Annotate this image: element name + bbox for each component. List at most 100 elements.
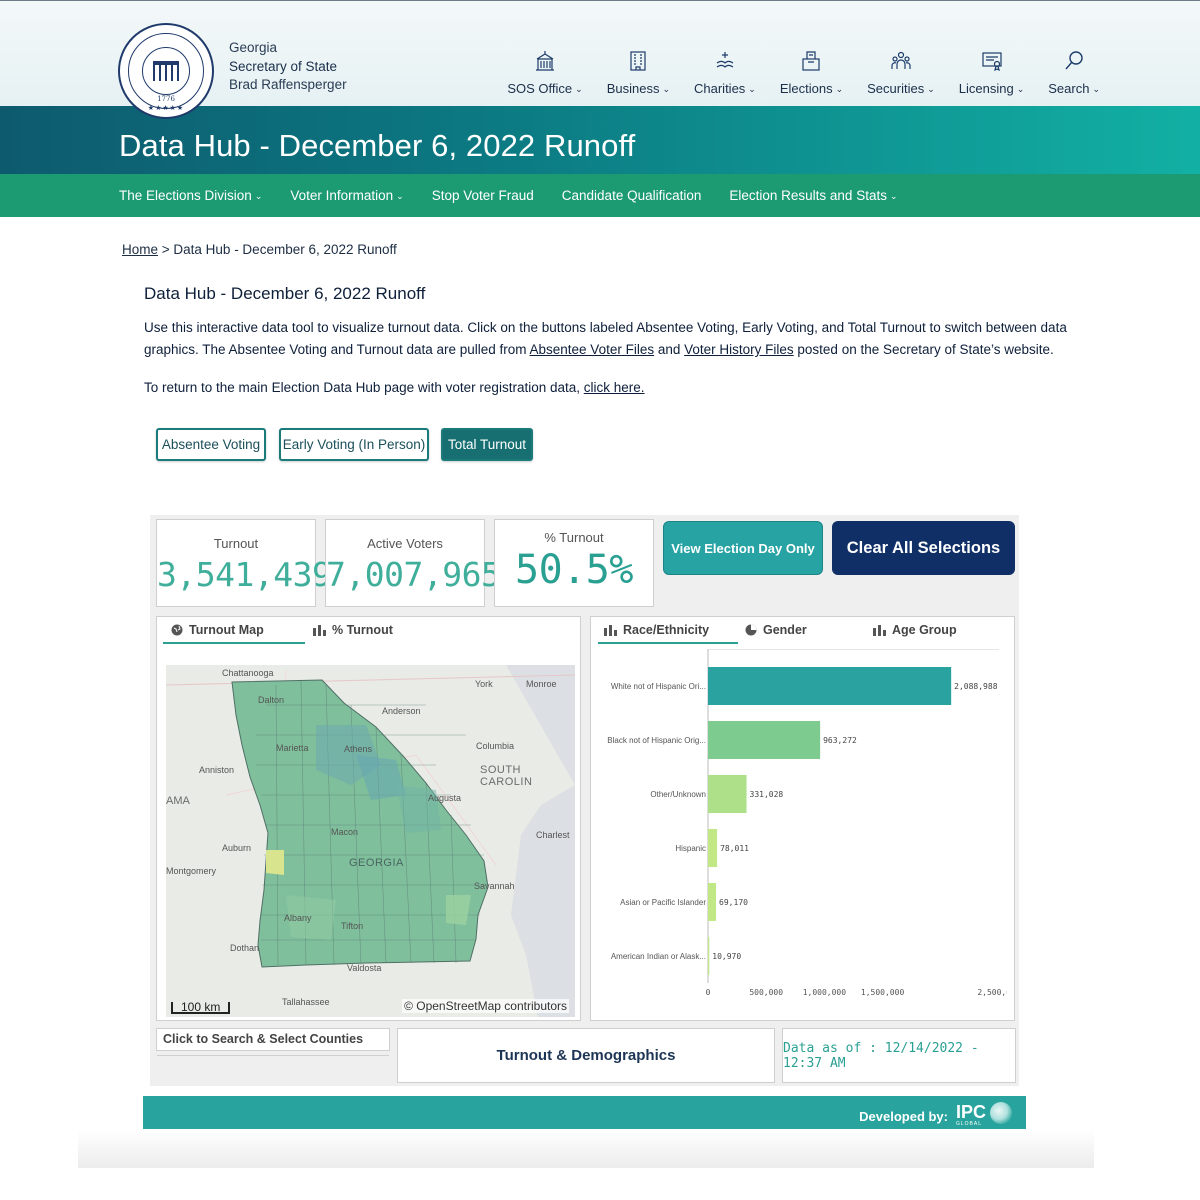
seal-arch: [142, 47, 190, 95]
state-seal-logo[interactable]: 1776 ★★★★★: [118, 23, 214, 119]
active-tab-underline: [163, 642, 305, 644]
kpi-value: 3,541,439: [157, 555, 332, 594]
category-label: Asian or Pacific Islander: [620, 898, 706, 907]
bar[interactable]: [708, 721, 821, 759]
map-label-savannah: Savannah: [474, 881, 515, 891]
chevron-down-icon: ⌄: [1092, 84, 1100, 94]
absentee-files-link[interactable]: Absentee Voter Files: [529, 342, 655, 357]
intro-paragraph: Use this interactive data tool to visual…: [144, 320, 1067, 357]
bar[interactable]: [708, 883, 717, 921]
click-here-link[interactable]: click here.: [583, 380, 645, 395]
x-tick-label: 2,500,000: [977, 988, 1007, 997]
topnav-licensing[interactable]: Licensing ⌄: [959, 49, 1024, 96]
view-election-day-button[interactable]: View Election Day Only: [663, 521, 823, 575]
breadcrumb-separator: >: [158, 242, 174, 257]
brand-state: Georgia: [229, 40, 278, 55]
nav-elections-division[interactable]: The Elections Division ⌄: [119, 188, 263, 203]
map-label-albany: Albany: [284, 913, 312, 923]
map-label-auburn: Auburn: [222, 843, 252, 853]
map-label-montgomery: Montgomery: [166, 866, 217, 876]
tab-race-ethnicity[interactable]: Race/Ethnicity: [604, 623, 709, 637]
developed-by-label: Developed by:: [859, 1109, 948, 1124]
section-title: Turnout & Demographics: [397, 1028, 775, 1083]
map-label-south-carolina: SOUTH CAROLIN: [480, 764, 533, 788]
map-label-anniston: Anniston: [199, 765, 235, 775]
return-paragraph: To return to the main Election Data Hub …: [144, 380, 645, 395]
brand-office: Secretary of State: [229, 58, 338, 74]
map-label-dalton: Dalton: [258, 695, 285, 705]
absentee-voting-button[interactable]: Absentee Voting: [156, 428, 266, 461]
kpi-value: 7,007,965: [326, 555, 501, 594]
kpi-percent-turnout: % Turnout 50.5%: [494, 519, 654, 607]
clear-selections-button[interactable]: Clear All Selections: [832, 521, 1015, 575]
topnav-sos-office[interactable]: SOS Office ⌄: [507, 49, 583, 96]
nav-stop-voter-fraud[interactable]: Stop Voter Fraud: [431, 188, 534, 203]
data-label: 69,170: [719, 898, 748, 907]
map-label-tallahassee: Tallahassee: [282, 997, 330, 1007]
topnav-label: SOS Office: [507, 81, 573, 96]
tab-gender[interactable]: Gender: [745, 623, 807, 637]
category-label: Hispanic: [675, 844, 706, 853]
map-panel: Turnout Map % Turnout: [156, 616, 581, 1021]
topnav-label: Securities: [867, 81, 925, 96]
total-turnout-button[interactable]: Total Turnout: [441, 428, 533, 461]
topnav-label: Business: [606, 81, 660, 96]
tab-turnout-map[interactable]: Turnout Map: [171, 623, 264, 637]
x-tick-label: 0: [706, 988, 711, 997]
breadcrumb-home-link[interactable]: Home: [122, 242, 159, 257]
voter-history-link[interactable]: Voter History Files: [684, 342, 794, 357]
nav-candidate-qualification[interactable]: Candidate Qualification: [561, 188, 702, 203]
topnav-securities[interactable]: Securities ⌄: [867, 49, 935, 96]
tab-percent-turnout[interactable]: % Turnout: [313, 623, 393, 637]
bar-chart-icon: [873, 625, 886, 636]
brand-text[interactable]: Georgia Secretary of State Brad Raffensp…: [229, 39, 347, 95]
topnav-charities[interactable]: Charities ⌄: [694, 49, 756, 96]
ipc-logo-sub: GLOBAL: [955, 1121, 982, 1127]
race-ethnicity-chart[interactable]: White not of Hispanic Ori... 2,088,988 Bla…: [599, 649, 1007, 1015]
nav-voter-information[interactable]: Voter Information ⌄: [290, 188, 404, 203]
bar[interactable]: [708, 829, 718, 867]
site-header: 1776 ★★★★★ Georgia Secretary of State Br…: [0, 0, 1200, 119]
tab-age-group[interactable]: Age Group: [873, 623, 957, 637]
map-label-charleston: Charlest: [536, 830, 570, 840]
chevron-down-icon: ⌄: [889, 191, 898, 201]
map-label-augusta: Augusta: [428, 793, 462, 803]
category-label: White not of Hispanic Ori...: [611, 682, 706, 691]
ipc-logo[interactable]: IPC: [955, 1102, 986, 1122]
top-nav: SOS Office ⌄ Business ⌄ Charities ⌄ Electio…: [483, 49, 1100, 96]
chevron-down-icon: ⌄: [396, 191, 404, 201]
map-label-monroe: Monroe: [526, 679, 557, 689]
bar[interactable]: [708, 667, 952, 705]
seal-stars: ★★★★★: [147, 105, 185, 112]
map-attribution[interactable]: © OpenStreetMap contributors: [402, 999, 569, 1013]
topnav-business[interactable]: Business ⌄: [607, 49, 670, 96]
map-label-marietta: Marietta: [276, 743, 309, 753]
early-voting-button[interactable]: Early Voting (In Person): [279, 428, 429, 461]
map-label-columbia: Columbia: [476, 741, 515, 751]
nav-election-results[interactable]: Election Results and Stats ⌄: [729, 188, 898, 203]
topnav-elections[interactable]: Elections ⌄: [780, 49, 843, 96]
search-icon: [1065, 51, 1083, 70]
active-tab-underline: [598, 642, 738, 644]
data-label: 10,970: [712, 952, 741, 961]
topnav-label: Search: [1048, 81, 1090, 96]
map-label-york: York: [475, 679, 493, 689]
pie-chart-icon: [745, 624, 757, 636]
bar[interactable]: [708, 775, 747, 813]
ballot-box-icon: [802, 51, 821, 71]
page-shadow: [78, 1130, 1094, 1168]
office-tower-icon: [630, 51, 646, 71]
certificate-icon: [981, 52, 1002, 72]
county-search-select[interactable]: Click to Search & Select Counties: [156, 1028, 390, 1056]
georgia-state-shape[interactable]: [231, 679, 489, 968]
turnout-map[interactable]: Chattanooga Dalton York Monroe Anderson …: [166, 665, 575, 1017]
kpi-label: Turnout: [213, 536, 259, 551]
chevron-down-icon: ⌄: [575, 84, 583, 94]
map-label-tifton: Tifton: [341, 921, 364, 931]
demographics-panel: Race/Ethnicity Gender Age Group White no…: [590, 616, 1015, 1021]
topnav-search[interactable]: Search ⌄: [1048, 49, 1100, 96]
breadcrumb: Home > Data Hub - December 6, 2022 Runof…: [122, 242, 397, 257]
map-label-chattanooga: Chattanooga: [222, 668, 274, 678]
data-label: 2,088,988: [954, 682, 998, 691]
bar[interactable]: [708, 937, 710, 975]
